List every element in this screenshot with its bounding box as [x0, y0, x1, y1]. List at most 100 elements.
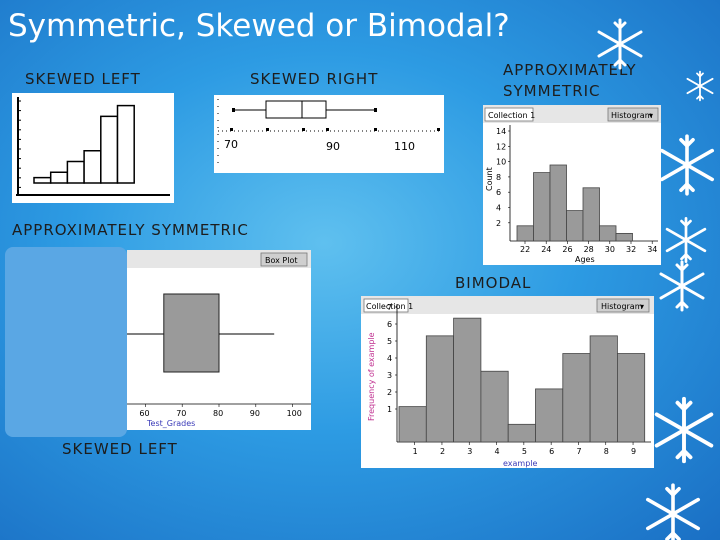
histogram-bar	[533, 172, 551, 242]
label-skewed-left-bottom: SKEWED LEFT	[62, 440, 178, 458]
histogram-bar	[66, 160, 85, 184]
ages-y-label: Count	[485, 167, 494, 191]
label-approx-symmetric-mid: APPROXIMATELY SYMMETRIC	[12, 221, 249, 239]
snowflake-icon	[597, 18, 643, 70]
chevron-down-icon: ▾	[649, 111, 653, 120]
histogram-bar	[516, 225, 534, 242]
slide-title: Symmetric, Skewed or Bimodal?	[8, 8, 510, 44]
boxplot-tick-90: 90	[326, 140, 340, 153]
y-tick-label: 8	[496, 173, 501, 182]
x-tick-label: 2	[440, 447, 445, 456]
y-tick-label: 4	[496, 204, 501, 213]
x-tick-label: 60	[139, 409, 149, 418]
x-tick-label: 80	[213, 409, 223, 418]
snowflake-icon	[659, 260, 705, 312]
y-tick-label: 2	[387, 388, 392, 397]
x-tick-label: 24	[541, 245, 551, 254]
ages-menu-label: Histogram	[611, 111, 653, 120]
histogram-bar	[599, 225, 617, 242]
x-tick-label: 9	[631, 447, 636, 456]
histogram-bar	[616, 353, 646, 443]
y-tick-label: 4	[387, 354, 392, 363]
x-tick-label: 3	[467, 447, 472, 456]
histogram-bar	[116, 104, 135, 184]
x-tick-label: 8	[604, 447, 609, 456]
boxplot-menu-label: Box Plot	[265, 256, 298, 265]
y-tick-label: 3	[387, 371, 392, 380]
skewed-left-panel	[12, 93, 174, 203]
histogram-bar	[100, 115, 119, 184]
snowflake-icon	[659, 134, 715, 196]
label-approx-symmetric-right: APPROXIMATELY SYMMETRIC	[503, 61, 637, 100]
histogram-bar	[398, 406, 427, 443]
x-tick-label: 1	[413, 447, 418, 456]
ages-histogram: Collection 1 Histogram ▾ 14 12 10 8 6 4 2 22 24…	[483, 105, 661, 264]
example-collection-header: Collection 1	[366, 302, 413, 311]
histogram-bar	[453, 317, 482, 443]
histogram-bar	[480, 370, 509, 443]
example-panel: Collection 1 Histogram ▾ 7 6 5 4 3 2 1 1 2 3 4 5 6 7…	[361, 296, 654, 468]
skewed-right-panel: 70 90 110	[214, 95, 444, 173]
ages-collection-header: Collection 1	[488, 111, 535, 120]
test-grades-panel: Box Plot 60 70 80 90 100 Test_Grades	[127, 250, 311, 430]
boxplot-x-label: Test_Grades	[146, 419, 195, 428]
histogram-bar	[507, 423, 536, 443]
ages-panel: Collection 1 Histogram ▾ 14 12 10 8 6 4 2 22 24…	[483, 105, 661, 265]
y-tick-label: 7	[387, 303, 392, 312]
example-menu-label: Histogram	[601, 302, 643, 311]
skewed-right-boxplot: 70 90 110	[217, 99, 440, 165]
histogram-bar	[615, 232, 633, 242]
y-tick-label: 6	[496, 188, 501, 197]
snowflake-icon	[654, 396, 714, 464]
label-skewed-right: SKEWED RIGHT	[250, 70, 379, 88]
ages-histogram-menu[interactable]	[607, 107, 659, 122]
y-tick-label: 12	[496, 142, 506, 151]
snowflake-icon	[686, 70, 714, 102]
histogram-bar	[549, 164, 567, 242]
boxplot-tick-110: 110	[394, 140, 415, 153]
x-tick-label: 6	[549, 447, 554, 456]
example-y-label: Frequency of example	[367, 332, 376, 421]
x-tick-label: 5	[522, 447, 527, 456]
histogram-bar	[425, 335, 455, 443]
boxplot-tick-70: 70	[224, 138, 238, 151]
overlay-box	[5, 247, 127, 437]
y-tick-label: 14	[496, 127, 506, 136]
y-tick-label: 2	[496, 219, 501, 228]
example-x-label: example	[503, 459, 538, 468]
x-tick-label: 90	[250, 409, 260, 418]
x-tick-label: 70	[176, 409, 186, 418]
histogram-bar	[535, 388, 564, 443]
label-skewed-left-top: SKEWED LEFT	[25, 70, 141, 88]
y-tick-label: 10	[496, 158, 506, 167]
ages-x-label: Ages	[575, 255, 595, 264]
x-tick-label: 30	[605, 245, 615, 254]
test-grades-boxplot: Box Plot 60 70 80 90 100 Test_Grades	[127, 250, 311, 428]
snowflake-icon	[645, 483, 701, 540]
x-tick-label: 26	[562, 245, 572, 254]
y-tick-label: 5	[387, 337, 392, 346]
histogram-bar	[49, 171, 69, 184]
histogram-bar	[566, 210, 584, 242]
histogram-bar	[589, 335, 618, 443]
x-tick-label: 22	[520, 245, 530, 254]
histogram-bar	[582, 187, 600, 242]
boxplot-menu[interactable]	[260, 252, 308, 267]
example-histogram-menu[interactable]	[596, 298, 650, 313]
label-bimodal: BIMODAL	[455, 274, 532, 292]
histogram-bar	[562, 353, 591, 443]
x-tick-label: 7	[576, 447, 581, 456]
histogram-bar	[83, 150, 102, 184]
skewed-left-histogram	[16, 97, 170, 196]
x-tick-label: 34	[647, 245, 657, 254]
chevron-down-icon-2: ▾	[640, 302, 644, 311]
example-histogram: Collection 1 Histogram ▾ 7 6 5 4 3 2 1 1 2 3 4 5 6 7…	[361, 296, 654, 468]
box	[163, 293, 220, 373]
histogram-bar	[33, 176, 52, 184]
x-tick-label: 100	[287, 409, 302, 418]
y-tick-label: 1	[387, 405, 392, 414]
x-tick-label: 4	[495, 447, 500, 456]
x-tick-label: 32	[626, 245, 636, 254]
x-tick-label: 28	[584, 245, 594, 254]
y-tick-label: 6	[387, 320, 392, 329]
